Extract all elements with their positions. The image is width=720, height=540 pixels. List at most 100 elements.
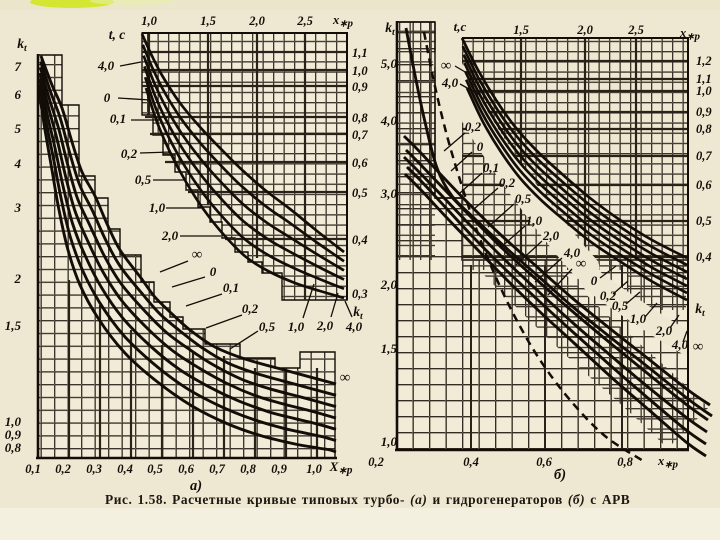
svg-text:2,5: 2,5 <box>296 14 313 28</box>
svg-text:0,8: 0,8 <box>696 122 712 136</box>
svg-text:∞: ∞ <box>576 256 587 272</box>
svg-text:0: 0 <box>104 90 111 105</box>
svg-text:0,3: 0,3 <box>86 462 102 476</box>
svg-text:3: 3 <box>14 200 22 215</box>
svg-text:0,9: 0,9 <box>271 462 287 476</box>
svg-text:0,7: 0,7 <box>352 128 368 142</box>
svg-text:0,8: 0,8 <box>352 111 368 125</box>
svg-text:6: 6 <box>15 87 22 102</box>
svg-text:1,5: 1,5 <box>513 23 529 37</box>
svg-text:0,9: 0,9 <box>696 105 712 119</box>
svg-text:kt: kt <box>695 301 705 319</box>
svg-text:x∗p: x∗p <box>657 454 678 471</box>
svg-text:t,c: t,c <box>454 19 467 34</box>
svg-text:0,5: 0,5 <box>696 214 712 228</box>
svg-text:kt: kt <box>17 36 27 54</box>
svg-text:1,5: 1,5 <box>5 318 22 333</box>
svg-text:0,6: 0,6 <box>352 156 368 170</box>
svg-text:0,4: 0,4 <box>117 462 133 476</box>
svg-text:1,1: 1,1 <box>352 46 368 60</box>
svg-text:1,0: 1,0 <box>5 414 22 429</box>
svg-text:0,1: 0,1 <box>223 280 239 295</box>
svg-text:kt: kt <box>353 304 363 322</box>
svg-text:2,0: 2,0 <box>316 318 334 333</box>
svg-text:0,4: 0,4 <box>352 233 368 247</box>
svg-text:1,0: 1,0 <box>381 434 398 449</box>
svg-text:0,2: 0,2 <box>242 301 259 316</box>
svg-text:5: 5 <box>15 121 22 136</box>
svg-text:4,0: 4,0 <box>97 58 115 73</box>
svg-text:0,2: 0,2 <box>465 119 482 134</box>
svg-text:0,1: 0,1 <box>483 160 499 175</box>
svg-text:1,0: 1,0 <box>288 319 305 334</box>
svg-text:4,0: 4,0 <box>441 75 459 90</box>
svg-text:1,2: 1,2 <box>696 54 712 68</box>
svg-text:∞: ∞ <box>340 370 351 386</box>
svg-text:0,2: 0,2 <box>121 146 138 161</box>
svg-text:2,0: 2,0 <box>655 323 673 338</box>
svg-text:∞: ∞ <box>441 58 452 74</box>
svg-text:3,0: 3,0 <box>380 186 398 201</box>
svg-text:1,5: 1,5 <box>200 14 216 28</box>
svg-text:1,0: 1,0 <box>630 311 647 326</box>
svg-text:0: 0 <box>477 139 484 154</box>
svg-text:0,2: 0,2 <box>600 288 617 303</box>
svg-text:0,2: 0,2 <box>368 455 384 469</box>
svg-text:2,0: 2,0 <box>380 277 398 292</box>
svg-text:2: 2 <box>14 271 22 286</box>
svg-text:4,0: 4,0 <box>671 337 689 352</box>
svg-text:1,0: 1,0 <box>149 200 166 215</box>
svg-text:4: 4 <box>14 156 22 171</box>
svg-text:а): а) <box>190 478 202 494</box>
svg-text:0,6: 0,6 <box>696 178 712 192</box>
svg-text:0,1: 0,1 <box>25 462 41 476</box>
svg-text:2,0: 2,0 <box>576 23 593 37</box>
svg-text:2,0: 2,0 <box>542 228 560 243</box>
svg-text:0: 0 <box>591 273 598 288</box>
svg-text:0,8: 0,8 <box>5 440 22 455</box>
svg-text:1,1: 1,1 <box>696 72 712 86</box>
svg-text:б): б) <box>554 467 566 483</box>
svg-text:t, c: t, c <box>109 27 126 42</box>
svg-text:0,6: 0,6 <box>178 462 194 476</box>
svg-text:0: 0 <box>210 264 217 279</box>
svg-text:0,1: 0,1 <box>110 111 126 126</box>
svg-text:Рис. 1.58. Расчетные кривые ти: Рис. 1.58. Расчетные кривые типовых турб… <box>105 492 630 507</box>
svg-text:0,4: 0,4 <box>696 250 712 264</box>
svg-text:5,0: 5,0 <box>381 56 398 71</box>
svg-text:0,5: 0,5 <box>352 186 368 200</box>
svg-text:0,4: 0,4 <box>463 455 479 469</box>
svg-text:0,5: 0,5 <box>612 298 629 313</box>
svg-text:0,5: 0,5 <box>515 191 532 206</box>
svg-text:1,0: 1,0 <box>352 64 368 78</box>
svg-text:0,2: 0,2 <box>55 462 71 476</box>
svg-text:0,5: 0,5 <box>147 462 163 476</box>
svg-text:0,7: 0,7 <box>696 149 712 163</box>
svg-text:0,8: 0,8 <box>240 462 256 476</box>
svg-text:∞: ∞ <box>693 339 704 355</box>
svg-text:kt: kt <box>385 20 395 38</box>
svg-text:∞: ∞ <box>192 247 203 263</box>
svg-text:4,0: 4,0 <box>380 113 398 128</box>
svg-text:0,3: 0,3 <box>352 287 368 301</box>
svg-text:0,2: 0,2 <box>499 175 516 190</box>
svg-text:0,5: 0,5 <box>135 172 152 187</box>
svg-text:1,5: 1,5 <box>381 341 398 356</box>
svg-text:0,9: 0,9 <box>352 80 368 94</box>
svg-text:2,0: 2,0 <box>248 14 265 28</box>
svg-text:0,9: 0,9 <box>5 427 22 442</box>
svg-text:1,0: 1,0 <box>141 14 157 28</box>
svg-text:0,6: 0,6 <box>536 455 552 469</box>
svg-text:1,0: 1,0 <box>696 84 712 98</box>
svg-text:2,0: 2,0 <box>161 228 179 243</box>
svg-text:0,5: 0,5 <box>259 319 276 334</box>
svg-text:0,7: 0,7 <box>209 462 225 476</box>
svg-text:1,0: 1,0 <box>306 462 322 476</box>
svg-text:1,0: 1,0 <box>526 213 543 228</box>
svg-text:4,0: 4,0 <box>345 319 363 334</box>
svg-text:2,5: 2,5 <box>627 23 644 37</box>
svg-text:4,0: 4,0 <box>563 245 581 260</box>
svg-text:7: 7 <box>15 59 22 74</box>
svg-text:x∗p: x∗p <box>332 13 353 30</box>
svg-text:0,8: 0,8 <box>617 455 633 469</box>
